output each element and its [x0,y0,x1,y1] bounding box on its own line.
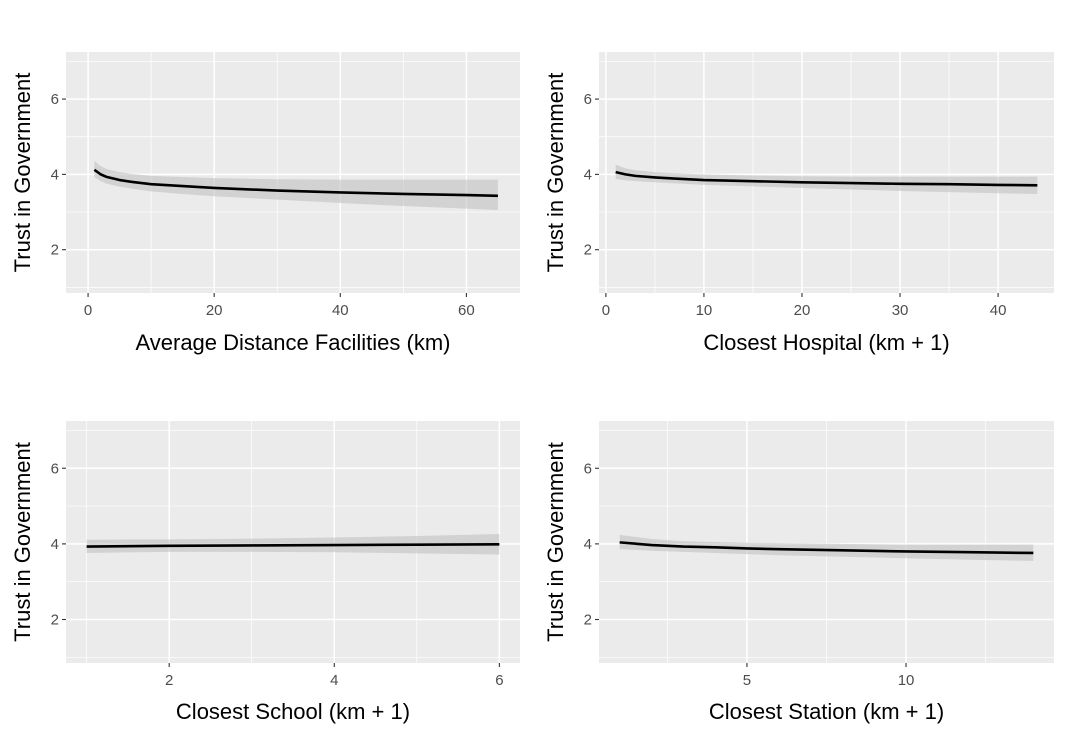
x-tick-label: 30 [892,302,909,319]
y-tick-label: 2 [584,612,592,629]
y-tick-label: 2 [51,612,59,629]
confidence-band [619,534,1034,561]
x-tick-label: 60 [458,302,475,319]
panel-closest-station: 2 4 6 5 10 Closest Station (km + 1) Trust in G… [543,421,1054,724]
y-axis-title: Trust in Government [543,442,568,642]
y-axis-title: Trust in Government [10,73,35,273]
panel-background [599,52,1054,293]
y-tick-label: 2 [584,242,592,259]
y-tick-label: 4 [51,166,59,183]
x-tick-label: 10 [898,672,915,689]
x-tick-label: 5 [743,672,751,689]
x-axis-title: Closest Hospital (km + 1) [703,330,949,355]
x-tick-label: 40 [990,302,1007,319]
fitted-line [93,168,498,198]
fitted-line [86,542,500,548]
panel-closest-school: 2 4 6 2 4 6 Closest School (km + 1) Trust in Go… [10,421,520,724]
y-axis-title: Trust in Government [10,442,35,642]
y-axis-title: Trust in Government [543,73,568,273]
x-axis-title: Closest Station (km + 1) [709,699,944,724]
y-tick-label: 6 [51,460,59,477]
y-tick-label: 4 [51,536,59,553]
y-tick-label: 6 [584,91,592,108]
x-axis-title: Closest School (km + 1) [176,699,410,724]
x-tick-label: 20 [794,302,811,319]
x-tick-label: 6 [495,672,503,689]
x-tick-label: 0 [84,302,92,319]
y-tick-label: 6 [584,460,592,477]
confidence-band [94,160,498,211]
fitted-line [615,170,1038,187]
panel-closest-hospital: 2 4 6 0 10 20 30 40 Closest Hospital (km + 1) Tru… [543,52,1054,355]
panel-background [66,52,520,293]
y-tick-label: 2 [51,242,59,259]
y-tick-label: 4 [584,166,592,183]
y-tick-label: 4 [584,536,592,553]
confidence-band [615,164,1038,194]
x-tick-label: 0 [602,302,610,319]
x-tick-label: 10 [696,302,713,319]
x-axis-title: Average Distance Facilities (km) [135,330,450,355]
x-tick-label: 2 [165,672,173,689]
x-tick-label: 40 [332,302,349,319]
x-tick-label: 4 [330,672,338,689]
y-tick-label: 6 [51,91,59,108]
x-tick-label: 20 [206,302,223,319]
fitted-line [619,541,1034,555]
